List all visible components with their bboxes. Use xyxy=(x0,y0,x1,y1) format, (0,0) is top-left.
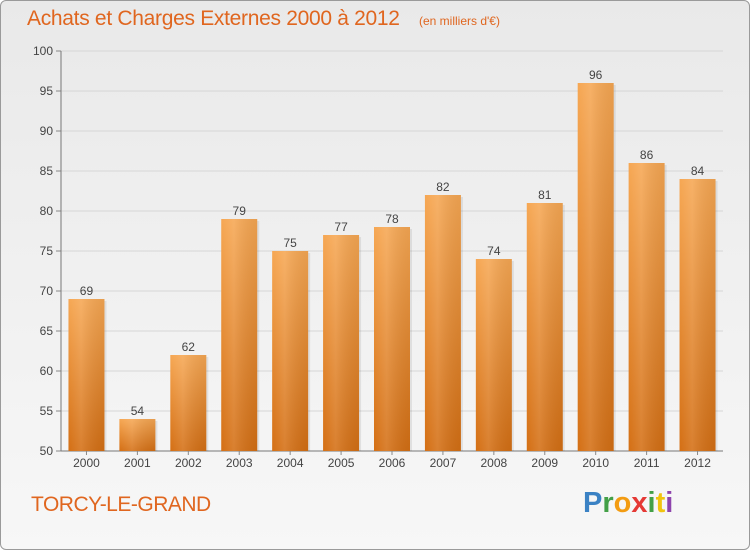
data-label: 69 xyxy=(80,284,94,298)
logo-letter: o xyxy=(613,487,632,519)
x-tick-labels: 2000 2001 2002 2003 2004 2005 2006 2007 2008 2009… xyxy=(73,456,711,470)
logo-letter: i xyxy=(665,487,674,519)
x-tick-label: 2010 xyxy=(582,456,609,470)
x-tick-label: 2002 xyxy=(175,456,202,470)
bar-highlight xyxy=(68,299,105,451)
chart-title: Achats et Charges Externes 2000 à 2012 xyxy=(27,7,400,30)
bar-highlight xyxy=(424,195,461,451)
bar-highlight xyxy=(221,219,258,451)
y-tick-label: 100 xyxy=(33,44,53,58)
data-labels: 69 54 62 79 75 77 78 82 74 81 96 86 84 xyxy=(80,68,705,418)
proxiti-logo[interactable]: Proxiti xyxy=(583,487,673,520)
logo-letter: t xyxy=(655,487,666,519)
y-tick-labels: 50 55 60 65 70 75 80 85 90 95 100 xyxy=(33,44,53,458)
data-label: 78 xyxy=(385,212,399,226)
data-label: 77 xyxy=(334,220,348,234)
y-tick-label: 75 xyxy=(40,244,54,258)
y-tick-label: 85 xyxy=(40,164,54,178)
data-label: 86 xyxy=(640,148,654,162)
bars xyxy=(68,83,718,451)
y-tick-label: 50 xyxy=(40,444,54,458)
commune-name: TORCY-LE-GRAND xyxy=(31,493,211,516)
x-tick-label: 2005 xyxy=(328,456,355,470)
logo-letter: x xyxy=(631,487,648,519)
logo-letter: i xyxy=(647,487,656,519)
y-tick-label: 65 xyxy=(40,324,54,338)
y-tick-label: 95 xyxy=(40,84,54,98)
bar-highlight xyxy=(170,355,207,451)
x-tick-label: 2008 xyxy=(480,456,507,470)
logo-letter: r xyxy=(602,487,614,519)
bar-highlight xyxy=(475,259,512,451)
y-tick-label: 80 xyxy=(40,204,54,218)
bar-highlight xyxy=(323,235,360,451)
bar-highlight xyxy=(526,203,563,451)
x-tick-label: 2006 xyxy=(379,456,406,470)
data-label: 81 xyxy=(538,188,552,202)
x-tick-label: 2012 xyxy=(684,456,711,470)
logo-letter: P xyxy=(583,487,603,519)
data-label: 62 xyxy=(182,340,196,354)
x-tick-label: 2009 xyxy=(531,456,558,470)
data-label: 96 xyxy=(589,68,603,82)
x-tick-label: 2000 xyxy=(73,456,100,470)
x-tick-label: 2011 xyxy=(634,456,660,470)
x-tick-label: 2003 xyxy=(226,456,253,470)
data-label: 74 xyxy=(487,244,501,258)
bar-highlight xyxy=(628,163,665,451)
x-tick-label: 2001 xyxy=(124,456,151,470)
x-tick-label: 2004 xyxy=(277,456,304,470)
x-tick-label: 2007 xyxy=(430,456,457,470)
bar-highlight xyxy=(679,179,716,451)
bar-highlight xyxy=(119,419,156,451)
y-tick-label: 55 xyxy=(40,404,54,418)
data-label: 75 xyxy=(283,236,297,250)
data-label: 79 xyxy=(233,204,247,218)
y-tick-label: 70 xyxy=(40,284,54,298)
bar-highlight xyxy=(577,83,614,451)
chart-subtitle: (en milliers d'€) xyxy=(419,14,500,28)
data-label: 54 xyxy=(131,404,145,418)
bar-highlight xyxy=(374,227,410,451)
y-tick-label: 60 xyxy=(40,364,54,378)
data-label: 82 xyxy=(436,180,450,194)
data-label: 84 xyxy=(691,164,705,178)
y-tick-label: 90 xyxy=(40,124,54,138)
bar-highlight xyxy=(272,251,309,451)
